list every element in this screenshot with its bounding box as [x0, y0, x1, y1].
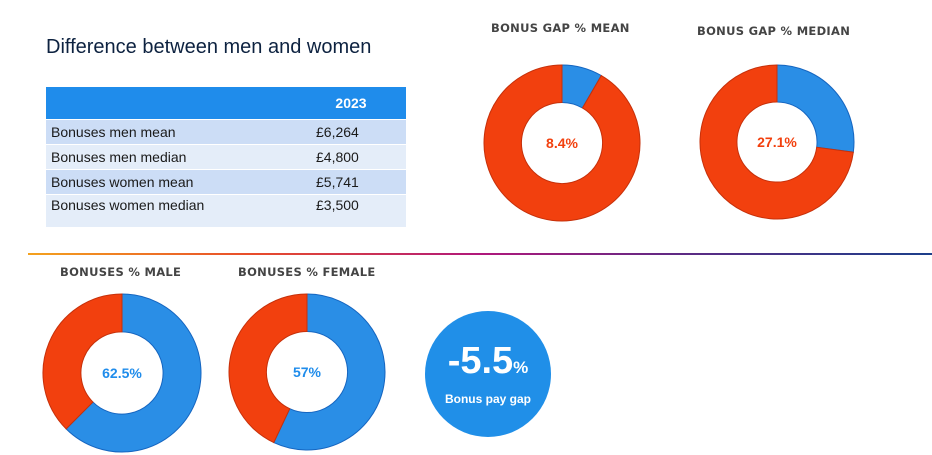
donut-segment-blue [776, 64, 855, 153]
donut-segment-blue [273, 293, 386, 451]
pay-gap-unit: % [513, 358, 529, 377]
donut-segment-red [42, 293, 123, 430]
row-value: £4,800 [296, 144, 406, 170]
donut-segment-red [483, 64, 641, 222]
donut-center-label: 27.1% [757, 134, 797, 150]
donut-chart-gap-mean: 8.4% [483, 64, 641, 222]
chart-title-gap-mean: BONUS GAP % MEAN [491, 21, 630, 35]
donut-segment-red [699, 64, 854, 220]
chart-title-gap-median: BONUS GAP % MEDIAN [697, 24, 851, 38]
donut-center-label: 62.5% [102, 365, 142, 381]
donut-chart-gap-median: 27.1% [699, 64, 855, 220]
donut-chart-male: 62.5% [42, 293, 202, 453]
chart-title-male: BONUSES % MALE [60, 265, 182, 279]
donut-segment-blue [65, 293, 202, 453]
pay-gap-value: -5.5% [425, 341, 551, 388]
row-label: Bonuses men mean [46, 119, 296, 145]
table-row: Bonuses men mean £6,264 [46, 119, 406, 145]
table-header-year: 2023 [296, 87, 406, 120]
pay-gap-number: -5.5 [447, 340, 514, 382]
row-value: £3,500 [296, 194, 406, 227]
row-label: Bonuses women mean [46, 169, 296, 195]
row-value: £6,264 [296, 119, 406, 145]
table-header-row: 2023 [46, 87, 406, 120]
donut-segment-red [228, 293, 308, 444]
donut-center-label: 57% [293, 364, 322, 380]
table-row: Bonuses women mean £5,741 [46, 169, 406, 195]
table-row: Bonuses men median £4,800 [46, 144, 406, 170]
pay-gap-badge: -5.5% Bonus pay gap [425, 311, 551, 437]
donut-center-label: 8.4% [546, 135, 578, 151]
section-divider [28, 253, 932, 255]
chart-title-female: BONUSES % FEMALE [238, 265, 376, 279]
donut-chart-female: 57% [228, 293, 386, 451]
page-title: Difference between men and women [46, 36, 372, 58]
table-header-label [46, 87, 296, 120]
row-label: Bonuses men median [46, 144, 296, 170]
pay-gap-caption: Bonus pay gap [444, 392, 531, 406]
row-value: £5,741 [296, 169, 406, 195]
table-row: Bonuses women median £3,500 [46, 194, 406, 227]
bonus-table: 2023 Bonuses men mean £6,264 Bonuses men… [46, 87, 406, 227]
row-label: Bonuses women median [46, 194, 296, 227]
